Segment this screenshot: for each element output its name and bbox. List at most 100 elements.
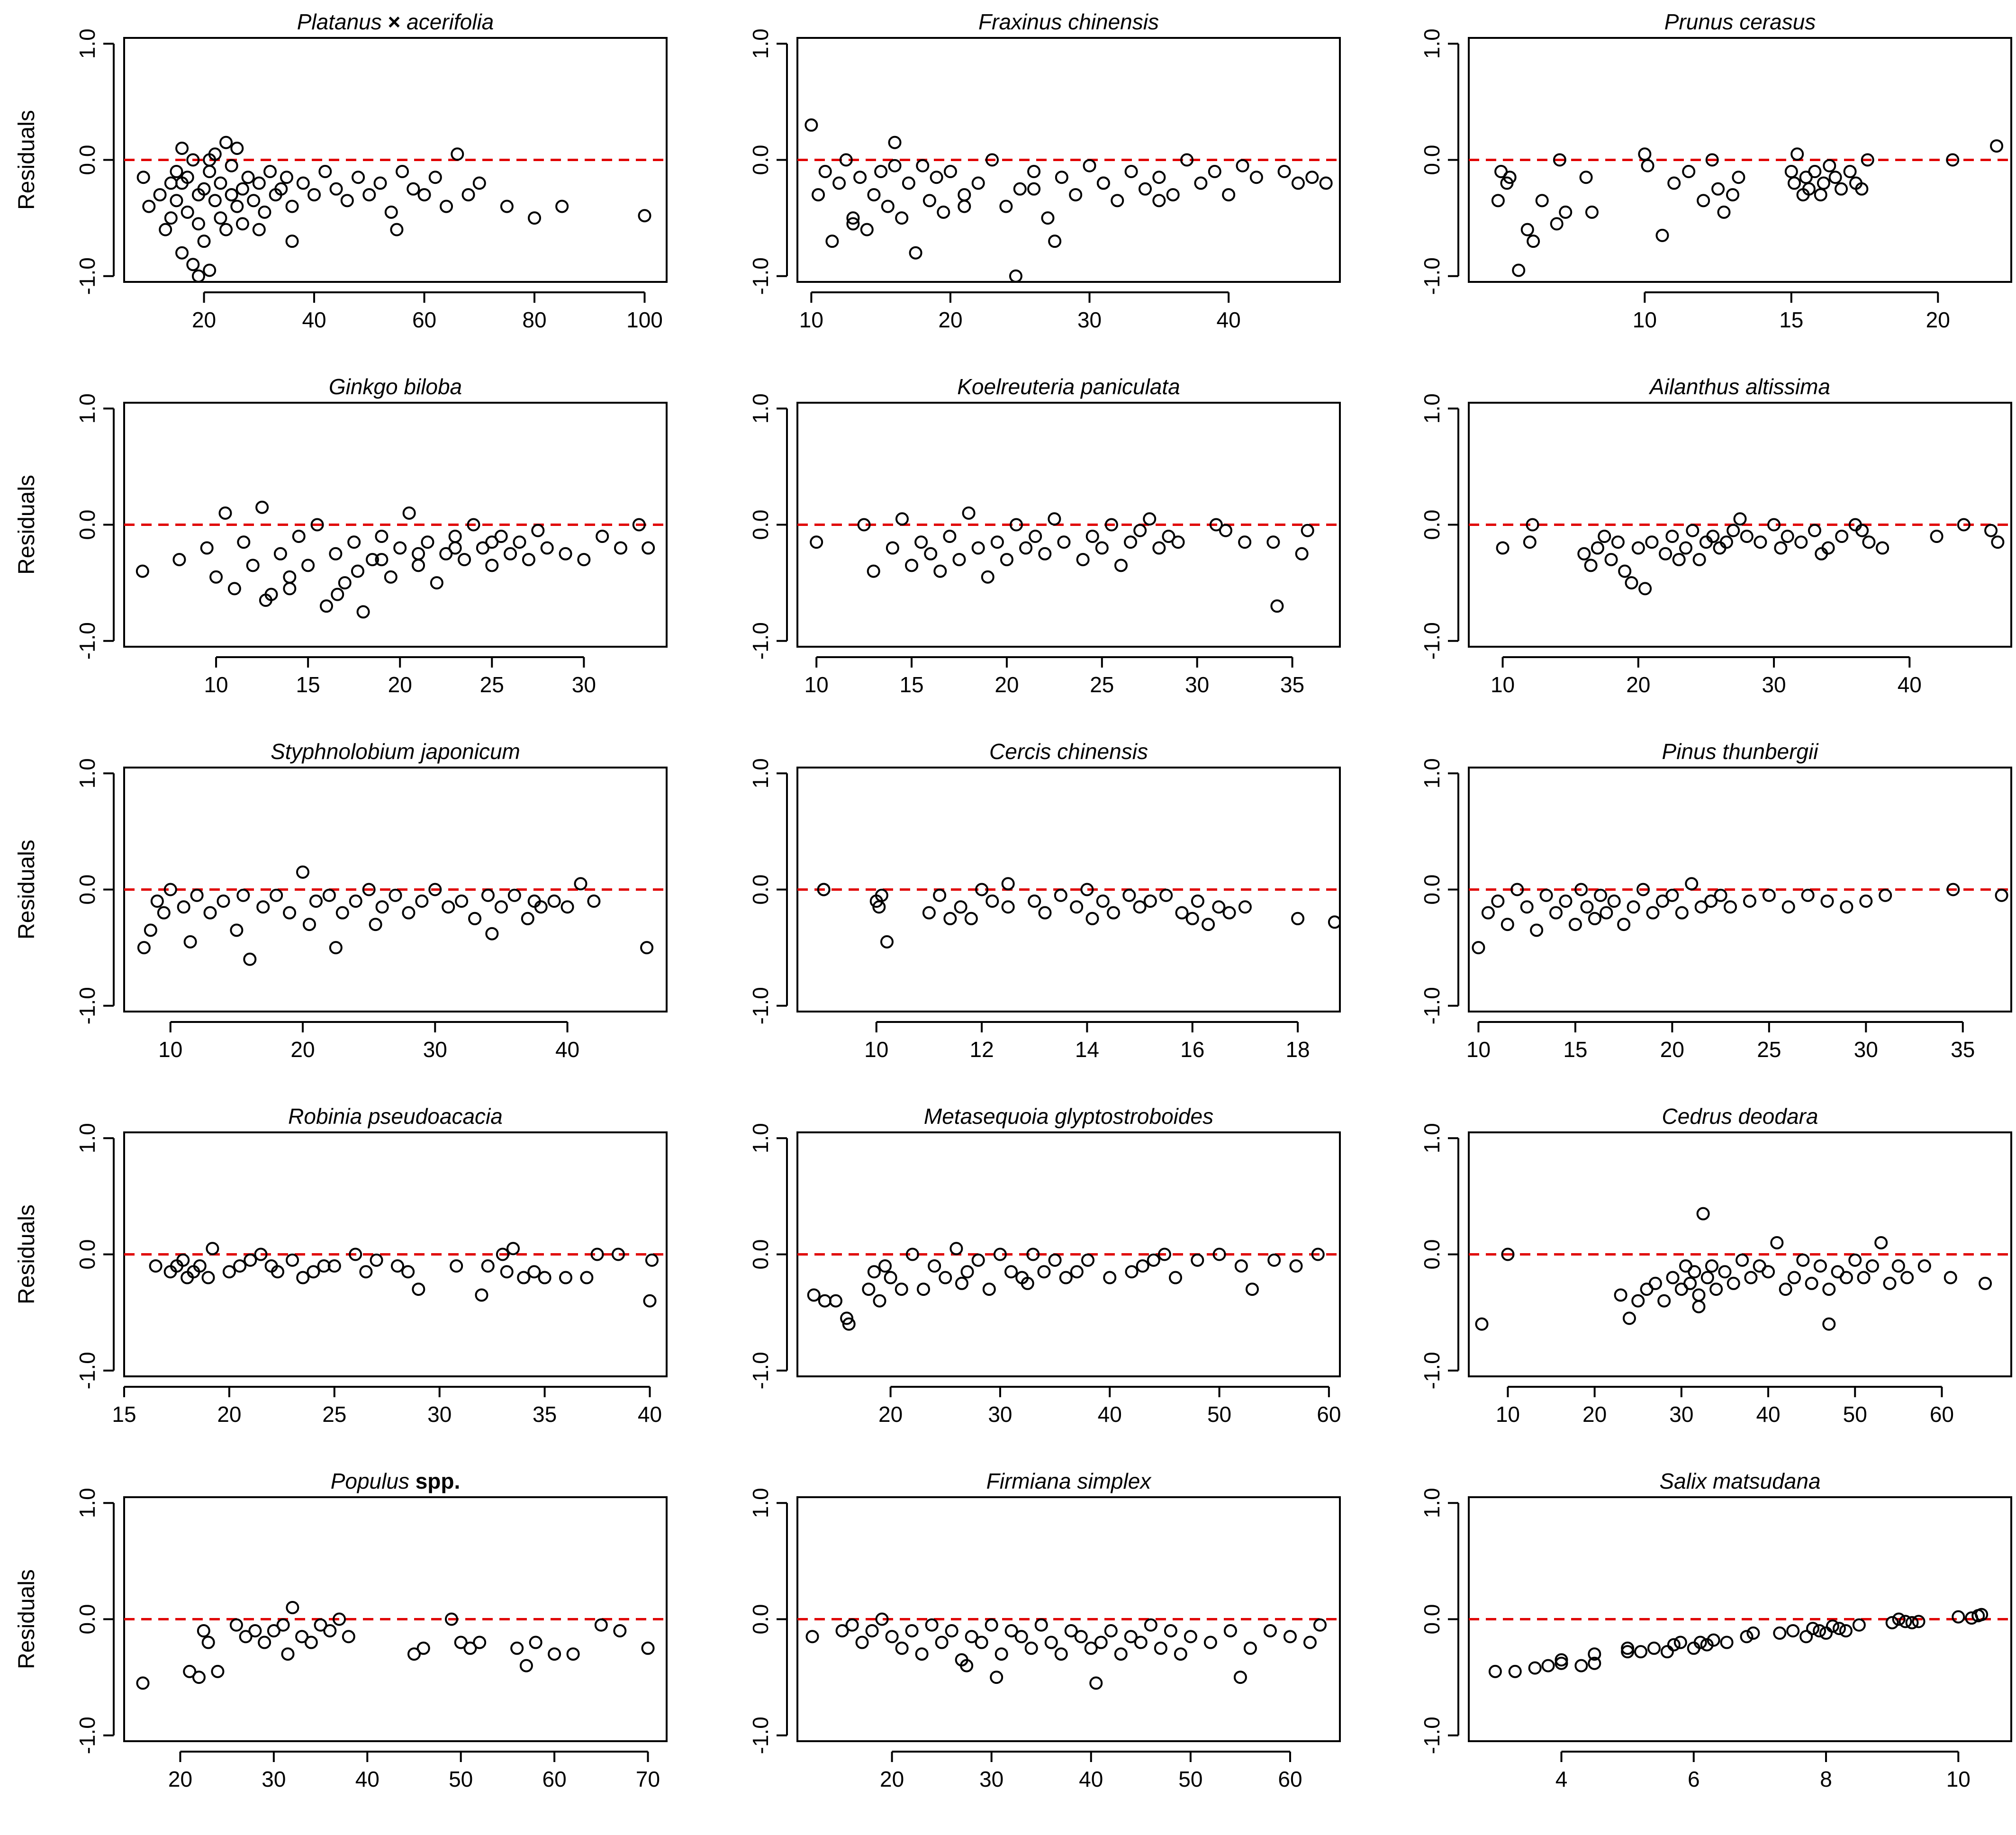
data-point: [1089, 1676, 1103, 1690]
y-tick-label: 1.0: [75, 1488, 99, 1518]
data-point: [1607, 895, 1621, 908]
x-tick-label: 30: [988, 1402, 1012, 1427]
data-point: [416, 1641, 430, 1655]
data-point: [945, 1624, 958, 1638]
panel-title: Cedrus deodara: [1662, 1104, 1818, 1129]
x-tick-label: 20: [168, 1767, 192, 1791]
x-tick-label: 10: [805, 672, 829, 697]
data-point: [952, 553, 966, 567]
data-point: [1584, 559, 1598, 572]
data-point: [239, 1630, 253, 1644]
data-point: [805, 1630, 819, 1644]
data-point: [1675, 906, 1689, 920]
data-point: [1621, 1641, 1635, 1655]
data-point: [412, 547, 425, 560]
data-point: [596, 530, 609, 543]
data-point: [1762, 1265, 1775, 1279]
data-point: [175, 141, 189, 155]
data-point: [1700, 1638, 1714, 1652]
x-tick-label: 40: [638, 1402, 662, 1427]
data-point: [1781, 530, 1794, 543]
y-tick-label: 1.0: [748, 1488, 773, 1518]
x-tick-label: 35: [533, 1402, 557, 1427]
x-tick-label: 10: [1491, 672, 1515, 697]
data-point: [1568, 918, 1582, 931]
data-point: [448, 541, 462, 555]
x-tick-label: 40: [1217, 307, 1241, 332]
data-point: [369, 918, 382, 931]
y-tick-label: 0.0: [748, 875, 773, 905]
data-point: [214, 211, 227, 225]
data-point: [517, 1271, 531, 1284]
panel-2: Fraxinus chinensis -1.0 0.0 1.0 10 20 30 40: [748, 9, 1341, 332]
y-tick-label: 1.0: [748, 758, 773, 788]
y-tick-label: 0.0: [1419, 875, 1444, 905]
data-point: [1724, 900, 1737, 914]
data-point: [559, 1271, 572, 1284]
x-tick-label: 30: [1185, 672, 1209, 697]
data-point: [428, 171, 442, 184]
data-point: [1549, 906, 1563, 920]
data-point: [296, 1271, 310, 1284]
data-point: [1905, 1616, 1919, 1629]
data-point: [1054, 888, 1067, 902]
data-point: [1631, 1294, 1645, 1308]
data-point: [304, 1636, 318, 1649]
data-point: [1219, 524, 1232, 537]
data-point: [375, 900, 389, 914]
data-point: [939, 1271, 952, 1284]
data-point: [1692, 1300, 1706, 1313]
panel-title: Firmiana simplex: [986, 1469, 1152, 1493]
data-point: [1055, 171, 1068, 184]
data-point: [1585, 205, 1599, 219]
data-point: [1679, 541, 1692, 555]
data-point: [393, 541, 407, 555]
panel-6: Ailanthus altissima -1.0 0.0 1.0 10 20 30 40: [1419, 374, 2012, 697]
data-point: [237, 535, 251, 549]
panel-title: Platanus × acerifolia: [297, 9, 494, 34]
data-point: [1682, 165, 1696, 179]
y-axis-label: Residuals: [14, 475, 39, 575]
data-point: [613, 1624, 627, 1638]
x-tick-label: 100: [626, 307, 663, 332]
data-point: [1705, 153, 1719, 167]
data-point: [1774, 541, 1788, 555]
points-group: [805, 1612, 1327, 1690]
data-point: [1303, 1636, 1317, 1649]
data-point: [1622, 1311, 1636, 1325]
data-point: [965, 1630, 978, 1644]
data-point: [577, 553, 591, 567]
data-point: [1266, 535, 1280, 549]
data-point: [1859, 895, 1873, 908]
x-tick-label: 10: [864, 1037, 888, 1062]
data-point: [1813, 1259, 1827, 1273]
data-point: [142, 199, 156, 213]
data-point: [642, 541, 655, 555]
data-point: [867, 188, 881, 202]
data-point: [1208, 165, 1221, 179]
data-point: [236, 888, 250, 902]
y-tick-label: 1.0: [1419, 393, 1444, 424]
data-point: [1740, 530, 1754, 543]
data-point: [1520, 900, 1534, 914]
data-point: [1159, 888, 1173, 902]
data-point: [812, 188, 825, 202]
data-point: [186, 153, 200, 167]
data-point: [415, 895, 429, 908]
data-point: [1496, 541, 1510, 555]
data-point: [916, 159, 930, 172]
x-axis-label: Diameter (cm): [996, 1833, 1140, 1835]
data-point: [296, 865, 310, 879]
data-point: [176, 1253, 190, 1267]
data-point: [494, 900, 508, 914]
data-point: [1512, 263, 1526, 277]
data-point: [241, 171, 255, 184]
data-point: [1808, 524, 1821, 537]
x-tick-label: 20: [878, 1402, 903, 1427]
data-point: [1802, 182, 1816, 196]
data-point: [805, 118, 818, 132]
data-point: [807, 1288, 821, 1302]
data-point: [1133, 524, 1147, 537]
panel-10: Robinia pseudoacacia -1.0 0.0 1.0 Residuals 1…: [14, 1104, 668, 1427]
data-point: [1147, 1253, 1160, 1267]
